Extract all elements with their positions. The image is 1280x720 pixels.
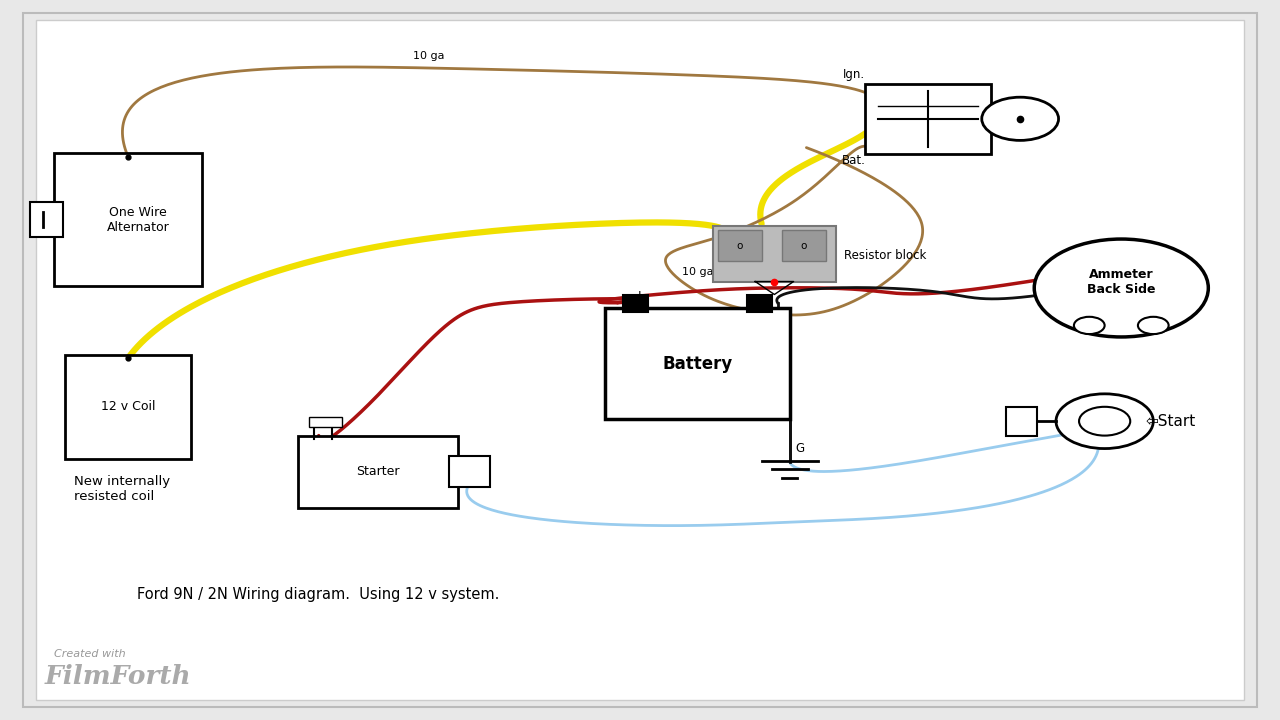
FancyBboxPatch shape — [713, 226, 836, 282]
FancyBboxPatch shape — [623, 295, 649, 312]
Text: Starter: Starter — [356, 465, 399, 478]
FancyBboxPatch shape — [782, 230, 826, 261]
Text: FilmForth: FilmForth — [45, 665, 192, 689]
Text: ⇦Start: ⇦Start — [1146, 414, 1196, 428]
Text: 12 v Coil: 12 v Coil — [101, 400, 155, 413]
Text: Resistor block: Resistor block — [844, 249, 925, 262]
Text: 10 ga: 10 ga — [413, 51, 444, 61]
FancyBboxPatch shape — [605, 308, 791, 419]
Text: New internally
resisted coil: New internally resisted coil — [74, 475, 170, 503]
Circle shape — [982, 97, 1059, 140]
FancyBboxPatch shape — [1006, 407, 1037, 436]
Text: 10 ga: 10 ga — [682, 267, 713, 277]
Text: Battery: Battery — [663, 355, 732, 373]
Text: −: − — [750, 289, 762, 303]
Circle shape — [1074, 317, 1105, 334]
FancyBboxPatch shape — [65, 355, 191, 459]
Circle shape — [1056, 394, 1153, 449]
FancyBboxPatch shape — [748, 295, 773, 312]
Text: One Wire
Alternator: One Wire Alternator — [106, 206, 170, 233]
Text: Ign.: Ign. — [844, 68, 865, 81]
Text: o: o — [737, 240, 742, 251]
Text: +: + — [634, 289, 645, 303]
FancyBboxPatch shape — [310, 417, 343, 427]
FancyBboxPatch shape — [31, 202, 64, 237]
FancyBboxPatch shape — [449, 456, 489, 487]
Circle shape — [1034, 239, 1208, 337]
FancyBboxPatch shape — [36, 20, 1244, 700]
Circle shape — [1138, 317, 1169, 334]
Circle shape — [1079, 407, 1130, 436]
FancyBboxPatch shape — [865, 84, 991, 154]
FancyBboxPatch shape — [718, 230, 762, 261]
FancyBboxPatch shape — [297, 436, 458, 508]
Text: Created with: Created with — [54, 649, 125, 659]
FancyBboxPatch shape — [55, 153, 202, 287]
Text: Ford 9N / 2N Wiring diagram.  Using 12 v system.: Ford 9N / 2N Wiring diagram. Using 12 v … — [137, 587, 499, 601]
FancyBboxPatch shape — [23, 13, 1257, 707]
Text: Ammeter
Back Side: Ammeter Back Side — [1087, 269, 1156, 296]
Text: G: G — [795, 442, 805, 455]
Text: o: o — [801, 240, 806, 251]
Text: Bat.: Bat. — [841, 154, 865, 167]
